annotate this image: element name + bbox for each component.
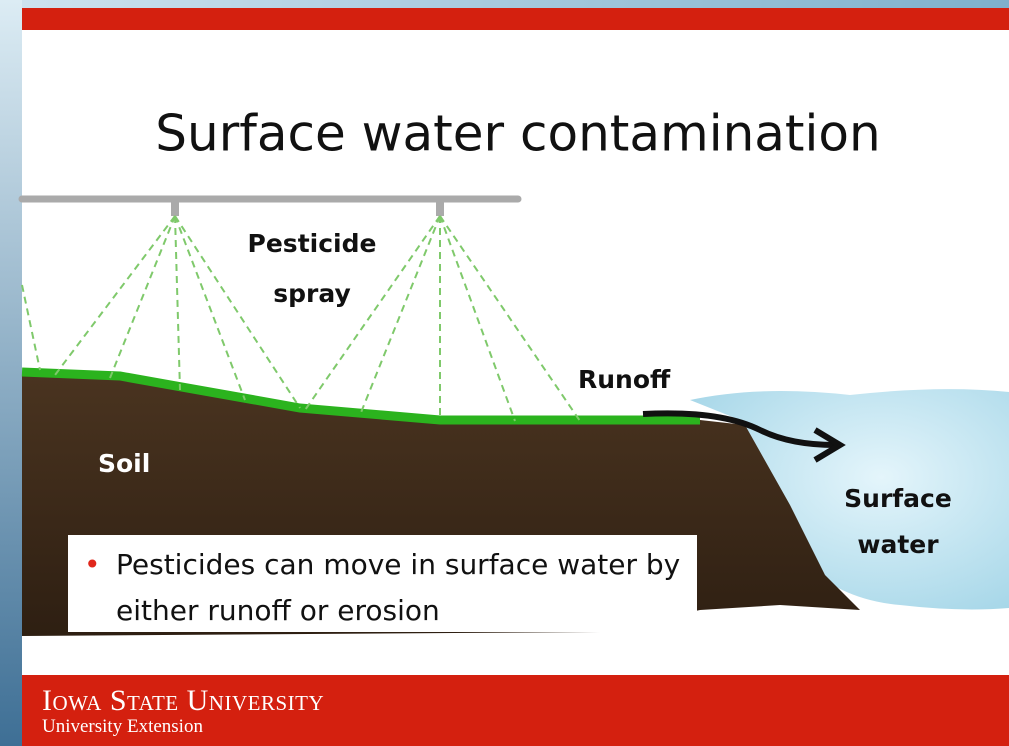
soil-label: Soil <box>98 449 150 478</box>
unit-name: University Extension <box>42 716 203 738</box>
university-name: Iowa State University <box>42 684 324 718</box>
nozzle <box>436 202 444 216</box>
bullet-text: Pesticides can move in surface water by … <box>116 548 680 627</box>
title: Surface water contamination <box>155 105 880 163</box>
top-bar <box>22 8 1009 30</box>
bullet: •Pesticides can move in surface water by… <box>84 542 684 634</box>
side-strip <box>0 0 22 746</box>
runoff-label: Runoff <box>578 365 671 394</box>
water-label: Surface <box>844 484 952 513</box>
pesticide-label: spray <box>273 279 351 308</box>
water-label: water <box>857 530 939 559</box>
pesticide-label: Pesticide <box>248 229 377 258</box>
slide: {"title": "Surface water contamination",… <box>0 0 1009 746</box>
nozzle <box>171 202 179 216</box>
top-edge <box>0 0 1009 8</box>
slide-art: Surface water contamination Pesticide sp… <box>0 0 1009 746</box>
